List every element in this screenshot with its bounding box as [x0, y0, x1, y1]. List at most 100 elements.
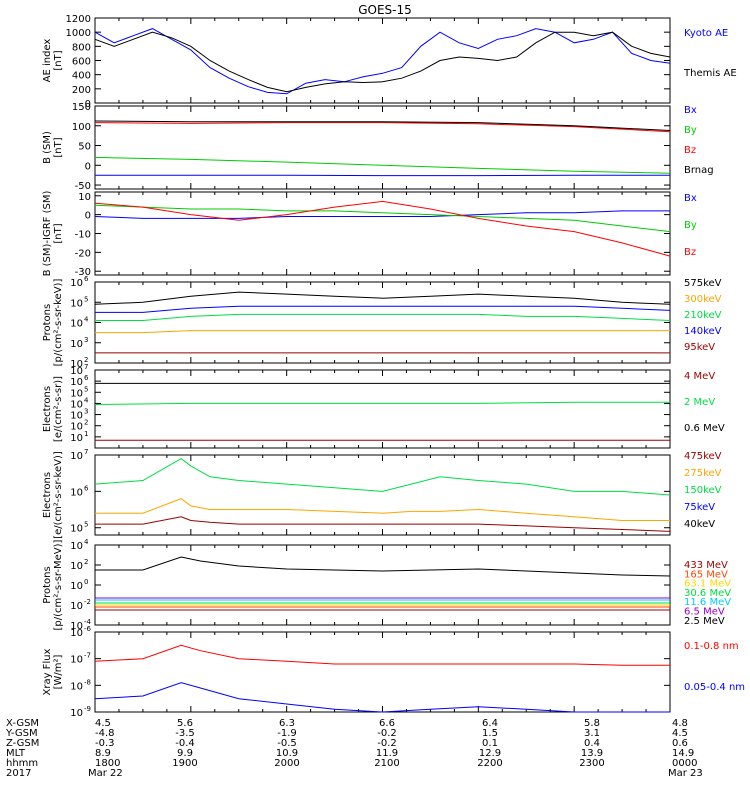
protons_high-ytick-exponent: 0 [84, 578, 88, 586]
bsm-ytick-label: -50 [75, 181, 91, 192]
footer-year: 2017 [6, 768, 31, 779]
electrons_high-ylabel: [e/(cm²-s-sr)] [53, 376, 64, 442]
footer-value-4-3: 2100 [374, 758, 399, 769]
footer-value-4-1: 1900 [172, 758, 197, 769]
electrons_low-legend-0: 475keV [684, 451, 722, 462]
footer-value-3-5: 13.9 [581, 748, 603, 759]
footer-value-1-5: 3.1 [584, 728, 600, 739]
electrons_low-ytick-label: 10 [70, 451, 83, 462]
bdiff-ylabel: B (SM)-IGRF (SM) [42, 191, 53, 277]
protons_high-ytick-label: 10 [70, 601, 83, 612]
protons_low-series-1 [95, 330, 670, 334]
footer-value-3-6: 14.9 [672, 748, 694, 759]
electrons_low-ytick-exponent: 7 [84, 448, 88, 456]
protons_high-legend-5: 6.5 MeV [684, 607, 725, 618]
ae-ytick-label: 1200 [66, 14, 91, 25]
footer-value-1-3: -0.2 [377, 728, 397, 739]
ae-ytick-label: 800 [72, 42, 91, 53]
protons_high-ytick-label: 10 [70, 561, 83, 572]
ae-series-0 [94, 28, 671, 95]
bsm-ylabel: B (SM) [42, 131, 53, 164]
electrons_low-series-1 [95, 498, 670, 521]
footer-value-4-4: 2200 [477, 758, 502, 769]
footer-value-1-2: -1.9 [277, 728, 297, 739]
electrons_high-ytick-label: 10 [70, 411, 83, 422]
protons_high-ytick-label: 10 [70, 581, 83, 592]
protons_high-ylabel: Protons [42, 566, 53, 603]
footer-value-3-1: 9.9 [177, 748, 193, 759]
footer-value-1-6: 4.5 [672, 728, 688, 739]
footer-value-2-0: -0.3 [95, 738, 115, 749]
protons_high-ytick-label: 10 [70, 541, 83, 552]
protons_low-ytick-label: 10 [70, 319, 83, 330]
footer-value-1-4: 1.5 [482, 728, 498, 739]
footer-value-4-6: 0000 [672, 758, 697, 769]
ae-series-1 [94, 31, 671, 93]
footer-value-1-1: -3.5 [175, 728, 195, 739]
electrons_high-ytick-exponent: 4 [84, 396, 89, 404]
electrons_high-ytick-label: 10 [70, 399, 83, 410]
protons_low-ytick-exponent: 6 [84, 275, 89, 283]
protons_high-ytick-label: 10 [70, 621, 83, 632]
xray-legend-0: 0.1-0.8 nm [684, 641, 739, 652]
protons_high-ytick-exponent: 2 [84, 558, 88, 566]
bsm-legend-3: Brnag [684, 165, 714, 176]
protons_high-series-6 [95, 556, 671, 577]
footer-value-0-5: 5.8 [584, 718, 600, 729]
protons_high-ylabel: [p/(cm²-s-sr-MeV)] [53, 539, 64, 630]
bsm-ytick-label: 150 [72, 102, 91, 113]
footer-label-2: Z-GSM [6, 738, 39, 749]
footer-date-end: Mar 23 [668, 768, 703, 779]
footer-value-2-1: -0.4 [175, 738, 195, 749]
protons_low-frame [94, 281, 671, 364]
footer-value-1-0: -4.8 [95, 728, 115, 739]
bsm-legend-2: Bz [684, 145, 696, 156]
footer-date-start: Mar 22 [88, 768, 123, 779]
electrons_high-ytick-label: 10 [70, 388, 83, 399]
protons_low-series-2 [95, 313, 671, 321]
footer-value-0-2: 6.3 [279, 718, 295, 729]
panel-bsm: -50 0 50 100 150 B (SM) [nT] Bx By Bz Brnag [42, 102, 714, 192]
protons_high-legend-0: 433 MeV [684, 560, 728, 571]
xray-legend-1: 0.05-0.4 nm [684, 682, 745, 693]
protons_low-ylabel: Protons [42, 304, 53, 341]
xray-ytick-label: 10 [70, 681, 83, 692]
electrons_low-ytick-exponent: 6 [84, 484, 89, 492]
protons_low-legend-3: 140keV [684, 326, 722, 337]
bsm-ytick-label: 50 [78, 142, 91, 153]
footer-value-0-0: 4.5 [95, 718, 111, 729]
protons_low-ytick-exponent: 4 [84, 316, 89, 324]
ae-ytick-label: 1000 [66, 28, 91, 39]
electrons_high-series-1 [94, 401, 670, 405]
protons_high-legend-4: 11.6 MeV [684, 597, 731, 608]
protons_high-ytick-exponent: -2 [84, 598, 91, 606]
ephemeris-footer: X-GSM 4.5 5.6 6.3 6.6 6.4 5.8 4.8Y-GSM -4.8 -3.5-… [5, 718, 703, 779]
footer-label-4: hhmm [6, 758, 38, 769]
electrons_low-series-2 [94, 458, 671, 496]
footer-value-2-3: -0.2 [377, 738, 397, 749]
panel-bdiff: -30 -20 -10 0 10 B (SM)-IGRF (SM) [nT] Bx By Bz [42, 191, 697, 279]
xray-series-0 [94, 644, 670, 666]
footer-value-2-4: 0.1 [482, 738, 498, 749]
bdiff-legend-0: Bx [684, 193, 697, 204]
electrons_high-ytick-label: 10 [70, 366, 83, 377]
electrons_high-ylabel: Electrons [42, 386, 53, 432]
electrons_high-ytick-exponent: 3 [84, 408, 88, 416]
footer-value-4-5: 2300 [579, 758, 604, 769]
bsm-series-3 [94, 120, 671, 131]
electrons_high-ytick-exponent: 2 [84, 419, 88, 427]
footer-value-0-3: 6.6 [379, 718, 395, 729]
footer-value-4-2: 2000 [274, 758, 299, 769]
electrons_low-legend-3: 75keV [684, 502, 715, 513]
bsm-ytick-label: 0 [85, 161, 91, 172]
footer-label-1: Y-GSM [5, 728, 38, 739]
xray-ytick-label: 10 [70, 708, 83, 719]
electrons_high-ytick-exponent: 7 [84, 363, 88, 371]
electrons_low-legend-4: 40keV [684, 519, 715, 530]
electrons_high-ytick-exponent: 6 [84, 374, 89, 382]
protons_low-ytick-label: 10 [70, 278, 83, 289]
